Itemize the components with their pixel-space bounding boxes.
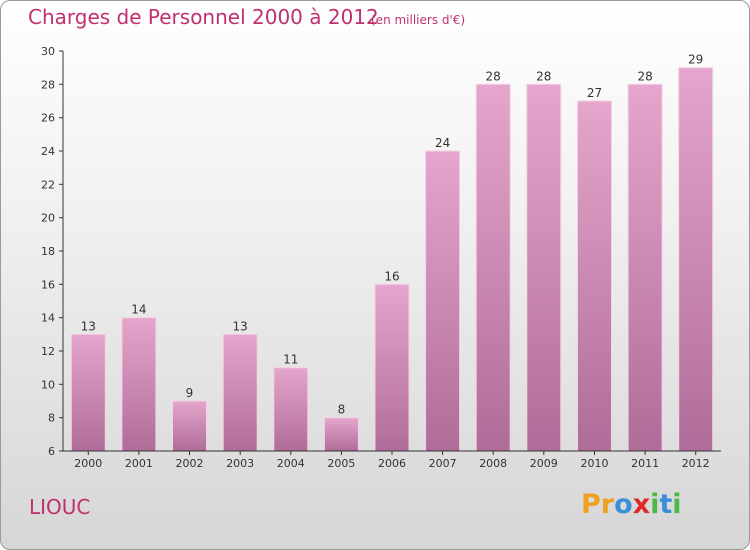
logo-letter: P [581,489,601,520]
x-tick-label-2012: 2012 [682,457,710,470]
proxiti-logo: Proxiti [581,489,682,520]
bar-2012 [678,67,714,452]
y-tick-label-26: 26 [41,112,55,125]
value-label-2012: 29 [688,53,703,67]
value-label-2010: 27 [587,86,602,100]
x-tick-label-2000: 2000 [74,457,102,470]
y-tick-label-30: 30 [41,45,55,58]
y-tick-label-20: 20 [41,212,55,225]
y-tick-label-18: 18 [41,245,55,258]
logo-letter: o [614,489,633,520]
bar-2009 [526,83,562,452]
x-tick-label-2010: 2010 [581,457,609,470]
x-tick-label-2001: 2001 [125,457,153,470]
value-label-2011: 28 [637,69,652,83]
logo-letter: x [632,489,651,520]
y-tick-label-8: 8 [48,412,55,425]
logo-letter: t [659,489,673,520]
value-label-2006: 16 [384,269,399,283]
bar-2006 [374,283,410,452]
chart-subtitle: (en milliers d'€) [371,13,466,27]
bar-2005 [323,417,359,452]
bar-2001 [121,317,157,452]
x-tick-label-2003: 2003 [226,457,254,470]
y-tick-label-12: 12 [41,345,55,358]
bar-2004 [273,367,309,452]
x-tick-label-2002: 2002 [176,457,204,470]
x-tick-label-2004: 2004 [277,457,305,470]
value-label-2002: 9 [186,386,194,400]
bar-2008 [475,83,511,452]
bar-2003 [222,333,258,452]
value-label-2005: 8 [338,403,346,417]
logo-letter: i [672,489,682,520]
bar-2007 [425,150,461,452]
y-tick-label-10: 10 [41,378,55,391]
x-tick-label-2006: 2006 [378,457,406,470]
x-tick-label-2007: 2007 [429,457,457,470]
value-label-2009: 28 [536,69,551,83]
y-tick-label-22: 22 [41,178,55,191]
bar-2011 [627,83,663,452]
bar-2002 [172,400,207,452]
bar-2000 [70,333,106,452]
x-tick-label-2005: 2005 [327,457,355,470]
x-tick-label-2011: 2011 [631,457,659,470]
chart-title: Charges de Personnel 2000 à 2012 [28,5,379,29]
place-name: LIOUC [29,495,91,519]
value-label-2004: 11 [283,353,298,367]
y-tick-label-14: 14 [41,312,55,325]
value-label-2001: 14 [131,303,146,317]
x-tick-label-2008: 2008 [479,457,507,470]
y-tick-label-16: 16 [41,278,55,291]
value-label-2000: 13 [81,319,96,333]
y-tick-label-28: 28 [41,78,55,91]
logo-letter: r [600,489,615,520]
logo-letter: i [650,489,660,520]
value-label-2007: 24 [435,136,450,150]
y-tick-label-6: 6 [48,445,55,458]
value-label-2008: 28 [486,69,501,83]
y-tick-label-24: 24 [41,145,55,158]
bar-2010 [577,100,612,452]
value-label-2003: 13 [233,319,248,333]
x-tick-label-2009: 2009 [530,457,558,470]
